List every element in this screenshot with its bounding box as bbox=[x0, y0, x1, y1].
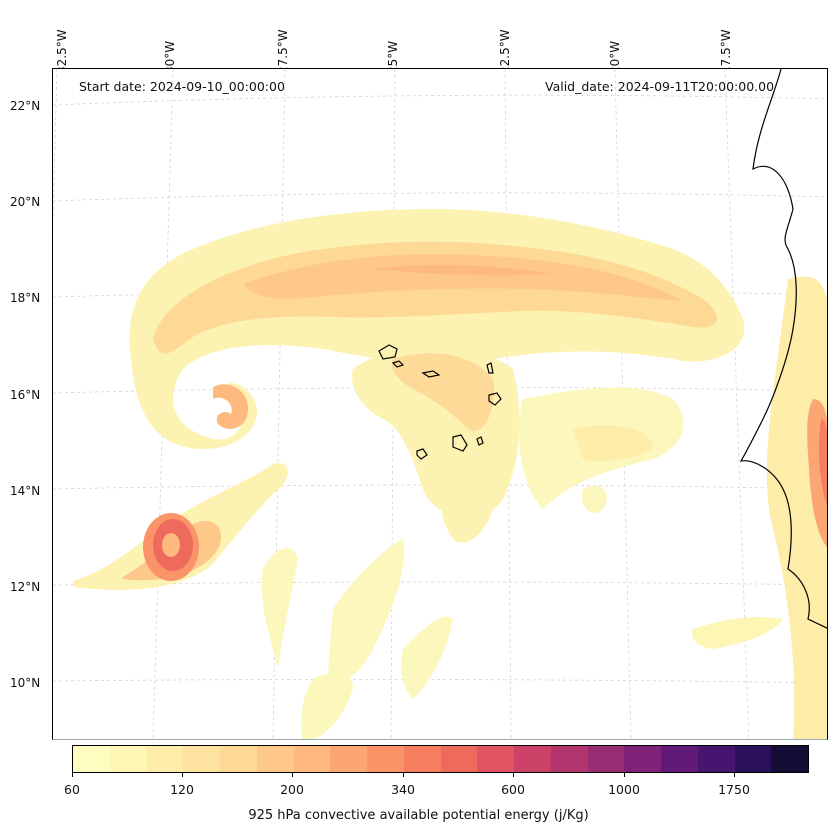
colorbar-tickmark bbox=[734, 773, 735, 777]
colorbar-swatch-14 bbox=[587, 746, 625, 772]
colorbar-tickmark bbox=[624, 773, 625, 777]
colorbar-swatch-10 bbox=[440, 746, 478, 772]
colorbar-swatch-7 bbox=[330, 746, 367, 772]
lat-label-20n: 20°N bbox=[10, 195, 41, 209]
coastlines bbox=[378, 69, 827, 629]
valid-date-text: Valid_date: 2024-09-11T20:00:00.00 bbox=[545, 79, 775, 94]
colorbar-tickmark bbox=[403, 773, 404, 777]
cape-field bbox=[73, 209, 827, 739]
colorbar-tick-label: 60 bbox=[64, 782, 80, 797]
colorbar-tick-label: 1000 bbox=[608, 782, 640, 797]
island-santiago bbox=[452, 434, 468, 452]
colorbar-tick-label: 1750 bbox=[718, 782, 750, 797]
island-sal bbox=[486, 362, 494, 374]
colorbar-tick-label: 200 bbox=[280, 782, 304, 797]
colorbar-swatch-12 bbox=[514, 746, 551, 772]
colorbar-swatch-5 bbox=[256, 746, 294, 772]
colorbar-tickmark bbox=[513, 773, 514, 777]
colorbar-swatch-11 bbox=[477, 746, 514, 772]
island-santo-antao bbox=[378, 344, 398, 360]
lat-label-16n: 16°N bbox=[10, 388, 41, 402]
colorbar-swatch-4 bbox=[220, 746, 257, 772]
colorbar-swatch-1 bbox=[109, 746, 147, 772]
colorbar-swatch-17 bbox=[697, 746, 735, 772]
colorbar-swatch-13 bbox=[550, 746, 588, 772]
colorbar-swatch-9 bbox=[403, 746, 441, 772]
island-boa-vista bbox=[488, 392, 502, 406]
colorbar-swatch-15 bbox=[624, 746, 661, 772]
colorbar-swatch-8 bbox=[367, 746, 404, 772]
colorbar-tickmark bbox=[72, 773, 73, 777]
colorbar-tick-label: 600 bbox=[501, 782, 525, 797]
colorbar-swatch-18 bbox=[734, 746, 772, 772]
colorbar-swatch-16 bbox=[661, 746, 698, 772]
colorbar-tick-label: 120 bbox=[170, 782, 194, 797]
colorbar-tick-label: 340 bbox=[391, 782, 415, 797]
start-date-text: Start date: 2024-09-10_00:00:00 bbox=[79, 79, 285, 94]
lat-label-12n: 12°N bbox=[10, 580, 41, 594]
island-fogo bbox=[416, 448, 428, 460]
colorbar-swatch-6 bbox=[293, 746, 331, 772]
lat-label-10n: 10°N bbox=[10, 676, 41, 690]
west-africa-coast bbox=[739, 69, 827, 629]
colorbar-swatch-0 bbox=[73, 746, 110, 772]
colorbar-label: 925 hPa convective available potential e… bbox=[248, 808, 589, 823]
island-sao-vicente bbox=[391, 360, 405, 368]
cape-map-svg bbox=[53, 69, 827, 739]
lat-label-18n: 18°N bbox=[10, 291, 41, 305]
lat-label-22n: 22°N bbox=[10, 99, 41, 113]
map-panel[interactable] bbox=[52, 68, 828, 740]
colorbar-tickmark bbox=[292, 773, 293, 777]
colorbar-swatch-3 bbox=[183, 746, 220, 772]
island-maio bbox=[476, 436, 484, 446]
island-sao-nicolau bbox=[421, 370, 441, 378]
colorbar-tickmark bbox=[182, 773, 183, 777]
lat-label-14n: 14°N bbox=[10, 484, 41, 498]
colorbar-swatch-2 bbox=[146, 746, 184, 772]
colorbar bbox=[72, 745, 809, 773]
colorbar-swatch-19 bbox=[771, 746, 808, 772]
